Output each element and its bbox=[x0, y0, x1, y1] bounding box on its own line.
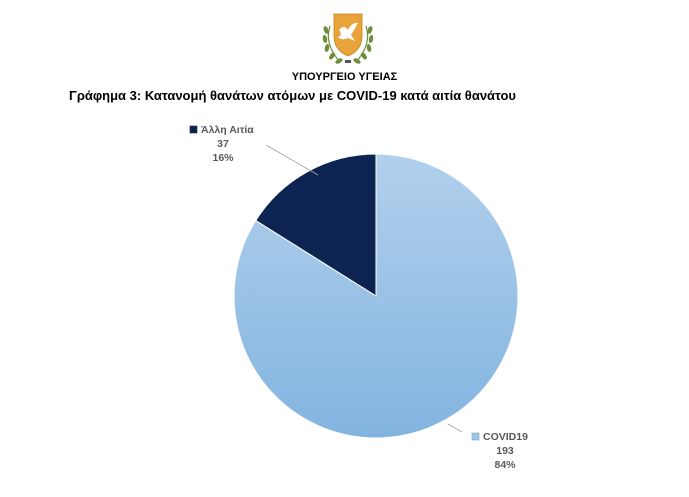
leader-line bbox=[447, 423, 463, 433]
pie-slice-other-cause bbox=[255, 153, 377, 297]
coat-of-arms-icon bbox=[322, 13, 374, 64]
data-label-name: Άλλη Αιτία bbox=[201, 124, 254, 136]
pie-slice-covid19 bbox=[233, 153, 519, 439]
leader-line bbox=[265, 144, 319, 176]
chart-title: Γράφημα 3: Κατανομή θανάτων ατόμων με CO… bbox=[69, 88, 516, 103]
data-label-percent: 84% bbox=[494, 459, 516, 471]
legend-key bbox=[189, 125, 198, 134]
data-label-value: 193 bbox=[496, 445, 514, 457]
data-label-percent: 16% bbox=[212, 152, 234, 164]
ministry-name: ΥΠΟΥΡΓΕΙΟ ΥΓΕΙΑΣ bbox=[291, 71, 398, 83]
data-label-name: COVID19 bbox=[483, 431, 528, 443]
legend-key bbox=[471, 432, 480, 441]
data-label-value: 37 bbox=[217, 138, 229, 150]
